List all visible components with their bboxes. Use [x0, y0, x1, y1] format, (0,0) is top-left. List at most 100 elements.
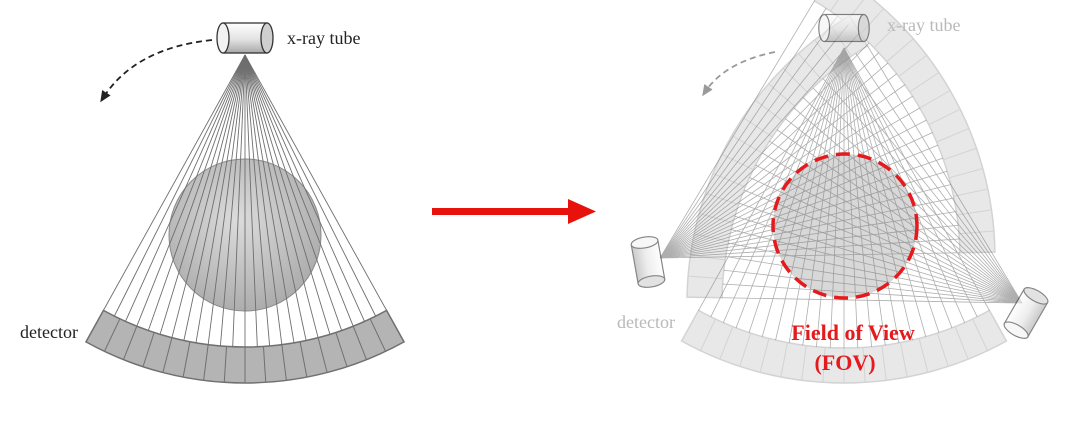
- x-ray-beam: [244, 54, 331, 335]
- detector-cell-divider: [919, 90, 951, 109]
- left-x-ray-fan: [103, 54, 387, 347]
- x-ray-beam: [244, 54, 343, 331]
- x-ray-beam: [725, 256, 1023, 304]
- detector-cell-divider: [881, 345, 887, 381]
- detector-cell-divider: [900, 342, 908, 378]
- detector-cell-divider: [798, 53, 823, 80]
- x-ray-beam: [219, 54, 246, 346]
- x-ray-beam: [734, 215, 1023, 304]
- detector-cell-divider: [103, 318, 121, 352]
- detector-cell-divider: [898, 54, 927, 77]
- x-ray-beam: [755, 164, 1023, 304]
- x-ray-beam: [103, 54, 246, 311]
- left-tube-label: x-ray tube: [287, 28, 360, 48]
- x-ray-beam: [843, 47, 940, 333]
- x-ray-beam: [659, 211, 957, 259]
- x-ray-beam: [731, 229, 1023, 304]
- x-ray-beam: [785, 118, 1023, 304]
- detector-cell-divider: [801, 345, 807, 381]
- x-ray-beam: [843, 47, 900, 344]
- x-ray-beam: [816, 47, 845, 347]
- detector-cell-divider: [830, 0, 839, 12]
- detector-cell-divider: [943, 147, 977, 161]
- x-ray-beam: [659, 62, 889, 259]
- single-projection-panel: x-ray tube detector: [20, 22, 406, 384]
- x-ray-beam: [659, 144, 939, 259]
- detector-cell-divider: [886, 38, 914, 63]
- transition-arrow: [432, 199, 596, 224]
- x-ray-beam: [659, 73, 897, 259]
- x-ray-beam: [659, 95, 913, 259]
- x-ray-beam: [812, 87, 1023, 304]
- detector-cell-divider: [759, 338, 770, 373]
- x-ray-beam: [113, 54, 246, 317]
- right-rotation-arrow: [702, 51, 776, 97]
- detector-cell-divider: [223, 346, 228, 383]
- x-ray-beam: [659, 42, 870, 259]
- detector-cell-divider: [954, 326, 969, 360]
- fov-circle: [771, 152, 919, 300]
- detector-cell-divider: [369, 318, 387, 352]
- x-ray-beam: [855, 53, 1023, 304]
- right-x-ray-fans: [659, 0, 1023, 348]
- detector-cell-divider: [317, 337, 328, 373]
- x-ray-tube-icon: [1003, 287, 1049, 339]
- x-ray-beam: [843, 47, 953, 329]
- x-ray-beam: [659, 8, 827, 259]
- x-ray-beam: [843, 47, 859, 348]
- detector-arc: [680, 309, 1008, 384]
- x-ray-beam: [659, 132, 933, 259]
- detector-cell-divider: [928, 108, 961, 126]
- right-x-ray-tube-icons: [630, 13, 1049, 339]
- detector-cell-divider: [122, 326, 138, 360]
- detector-cell-divider: [953, 188, 988, 197]
- detector-cell-divider: [755, 99, 784, 122]
- x-ray-beam: [793, 107, 1023, 304]
- x-ray-beam: [659, 84, 906, 259]
- right-tube-label: x-ray tube: [887, 15, 960, 35]
- detector-cell-divider: [203, 344, 209, 381]
- right-detector-label: detector: [617, 312, 675, 332]
- detector-cell-divider: [918, 338, 929, 373]
- detector-cell-divider: [739, 332, 752, 367]
- detector-cell-divider: [142, 332, 155, 367]
- x-ray-beam: [802, 47, 845, 346]
- detector-cell-divider: [782, 67, 809, 94]
- x-ray-beam: [867, 45, 1023, 304]
- x-ray-beam: [136, 54, 246, 327]
- x-ray-beam: [244, 54, 258, 347]
- x-ray-tube-icon: [630, 236, 666, 288]
- x-ray-beam: [659, 238, 960, 259]
- detector-arc: [84, 309, 406, 384]
- x-ray-tube-icon: [818, 13, 870, 43]
- detector-cell-divider: [162, 337, 173, 373]
- multi-projection-panel: x-ray tube detector Field of View (FOV): [617, 0, 1049, 384]
- x-ray-beam: [722, 283, 1023, 304]
- detector-cell-divider: [972, 318, 989, 351]
- x-ray-beam: [244, 54, 377, 317]
- x-ray-beam: [659, 33, 860, 259]
- x-ray-beam: [788, 47, 845, 344]
- x-ray-tube-icon: [216, 22, 274, 54]
- x-ray-beam: [244, 54, 283, 345]
- detector-cell-divider: [862, 347, 866, 383]
- x-ray-beam: [775, 47, 845, 341]
- detector-cell-divider: [958, 230, 994, 235]
- x-ray-beam: [244, 54, 387, 311]
- x-ray-beam: [244, 54, 295, 343]
- detector-cell-divider: [780, 342, 788, 378]
- x-ray-beam: [147, 54, 246, 331]
- detector-cell-divider: [731, 135, 763, 154]
- detector-cell-divider: [262, 346, 267, 383]
- detector-cell-divider: [948, 167, 983, 179]
- fov-label-line2: (FOV): [814, 350, 875, 375]
- x-ray-beam: [722, 297, 1023, 304]
- x-ray-beam: [833, 69, 1023, 304]
- detector-cell-divider: [352, 326, 368, 360]
- detector-cell-divider: [699, 318, 716, 351]
- x-ray-beam: [743, 189, 1023, 304]
- x-ray-beam: [207, 54, 246, 345]
- x-ray-beam: [735, 47, 845, 329]
- x-ray-beam: [738, 202, 1023, 304]
- x-ray-beam: [844, 60, 1023, 304]
